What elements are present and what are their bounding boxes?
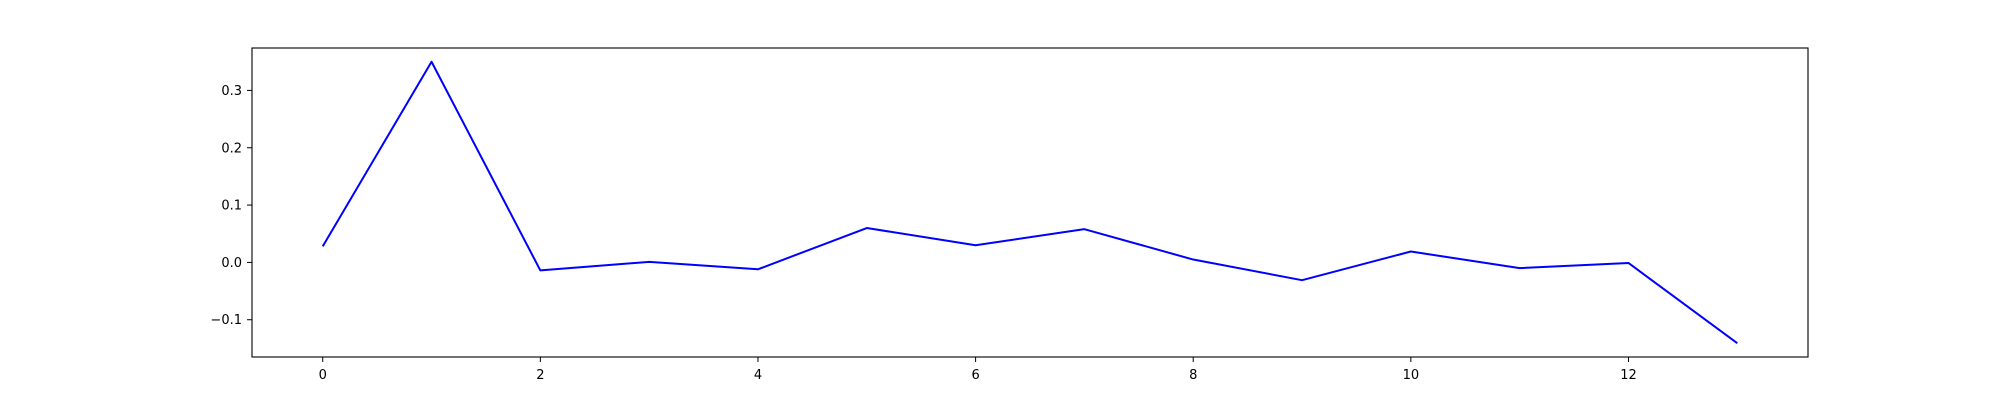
x-tick-label: 6 (971, 368, 979, 383)
series-line (321, 60, 1738, 345)
x-tick-label: 0 (319, 368, 327, 383)
x-tick-label: 8 (1189, 368, 1197, 383)
plot-area-frame (251, 47, 1809, 358)
y-tick-label: 0.0 (221, 256, 242, 271)
x-axis-ticks: 0 2 4 6 8 10 12 (319, 357, 1637, 383)
y-tick-label: −0.1 (210, 313, 242, 328)
y-tick-label: 0.2 (221, 141, 242, 156)
x-tick-label: 2 (536, 368, 544, 383)
series-layer (321, 60, 1738, 345)
y-axis-ticks: −0.1 0.0 0.1 0.2 0.3 (210, 84, 252, 328)
x-tick-label: 12 (1620, 368, 1637, 383)
y-tick-label: 0.3 (221, 84, 242, 99)
x-tick-label: 4 (754, 368, 762, 383)
x-tick-label: 10 (1403, 368, 1420, 383)
y-tick-label: 0.1 (221, 199, 242, 214)
